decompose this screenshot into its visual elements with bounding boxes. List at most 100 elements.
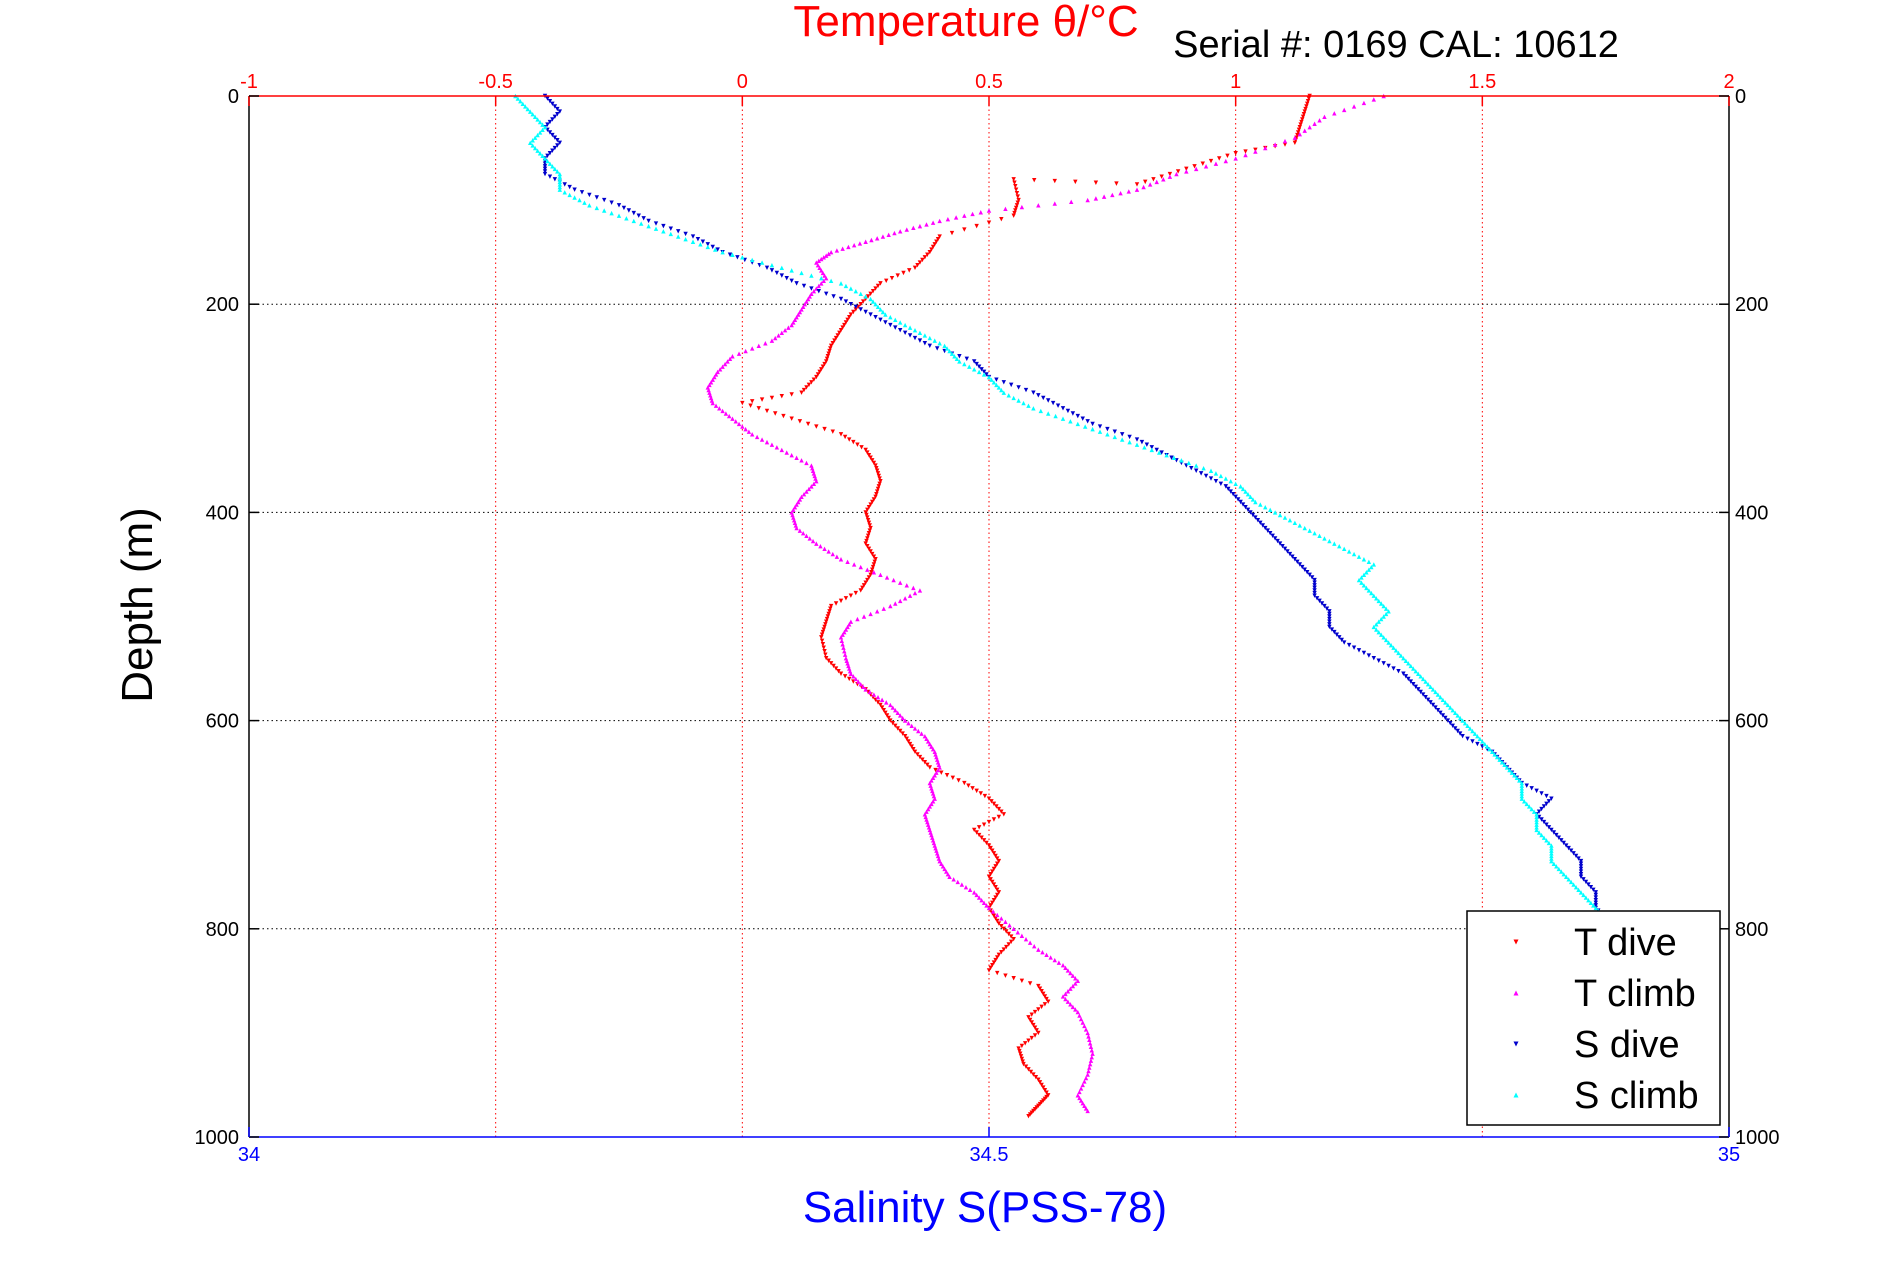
- data-point: [1127, 434, 1132, 440]
- data-point: [1302, 525, 1307, 531]
- data-point: [875, 700, 881, 705]
- data-point: [858, 307, 863, 312]
- data-point: [1134, 442, 1140, 447]
- data-point: [821, 645, 826, 650]
- data-point: [895, 273, 900, 278]
- data-point: [720, 249, 725, 255]
- data-point: [1120, 437, 1125, 442]
- data-point: [840, 325, 845, 330]
- data-point: [828, 278, 834, 283]
- data-point: [1270, 533, 1275, 539]
- data-point: [1455, 728, 1460, 734]
- data-point: [838, 635, 844, 640]
- data-point: [1050, 400, 1056, 406]
- data-point: [871, 570, 877, 575]
- data-point: [962, 227, 967, 232]
- data-point: [934, 239, 939, 244]
- data-point: [1032, 1033, 1038, 1038]
- data-point: [898, 580, 903, 585]
- data-point: [1578, 858, 1584, 864]
- data-point: [567, 192, 572, 198]
- data-point: [1581, 892, 1586, 898]
- data-point: [866, 520, 872, 526]
- data-point: [1546, 825, 1552, 830]
- data-point: [847, 676, 852, 682]
- data-point: [594, 195, 599, 200]
- data-point: [1225, 153, 1230, 159]
- data-point: [1044, 952, 1049, 958]
- data-point: [898, 728, 903, 734]
- data-point: [996, 858, 1002, 864]
- data-point: [1406, 676, 1411, 682]
- data-point: [740, 424, 745, 429]
- data-point: [1297, 131, 1302, 137]
- data-point: [715, 369, 720, 375]
- data-point: [861, 684, 866, 689]
- data-point: [1083, 1106, 1089, 1111]
- data-point: [979, 367, 984, 372]
- data-point: [769, 268, 775, 273]
- data-point: [937, 765, 942, 770]
- data-point: [927, 249, 932, 255]
- data-point: [1208, 468, 1214, 473]
- data-point: [1472, 731, 1478, 736]
- data-point: [794, 502, 799, 507]
- data-point: [865, 450, 870, 455]
- data-point: [1534, 822, 1539, 827]
- data-point: [1243, 149, 1248, 154]
- bottom-tick-label: 34: [238, 1144, 260, 1166]
- data-point: [863, 239, 868, 244]
- data-point: [710, 377, 715, 382]
- data-point: [825, 354, 831, 359]
- data-point: [898, 713, 903, 718]
- data-point: [1090, 1051, 1095, 1056]
- data-point: [1089, 1054, 1094, 1060]
- data-point: [1238, 499, 1243, 505]
- data-point: [1164, 452, 1169, 458]
- data-point: [1453, 710, 1458, 715]
- data-point: [801, 387, 807, 393]
- data-point: [1448, 721, 1453, 726]
- data-point: [828, 346, 833, 351]
- data-point: [786, 325, 791, 330]
- data-point: [1317, 533, 1322, 539]
- data-point: [789, 268, 794, 273]
- data-point: [616, 203, 622, 208]
- data-point: [996, 385, 1002, 390]
- data-point: [1243, 504, 1248, 510]
- data-point: [866, 452, 872, 458]
- data-point: [1371, 593, 1376, 598]
- data-point: [911, 225, 916, 231]
- data-point: [1287, 518, 1293, 523]
- data-point: [1147, 182, 1153, 187]
- data-point: [1032, 943, 1037, 949]
- data-point: [805, 421, 811, 427]
- data-point: [826, 549, 831, 554]
- data-point: [1475, 741, 1480, 747]
- data-point: [870, 458, 875, 463]
- data-point: [917, 260, 923, 265]
- data-point: [631, 210, 636, 216]
- data-point: [861, 583, 867, 588]
- data-point: [870, 551, 875, 557]
- data-point: [976, 369, 982, 375]
- data-point: [972, 367, 977, 372]
- data-point: [557, 187, 562, 192]
- data-point: [909, 744, 914, 749]
- data-point: [827, 609, 832, 614]
- data-point: [1440, 697, 1446, 702]
- data-point: [838, 557, 844, 562]
- data-point: [842, 434, 848, 440]
- data-point: [759, 437, 765, 442]
- data-point: [991, 866, 997, 872]
- data-point: [1027, 1017, 1033, 1023]
- data-point: [1080, 416, 1085, 421]
- data-point: [1009, 939, 1014, 945]
- data-point: [804, 533, 809, 539]
- data-point: [1379, 601, 1384, 606]
- data-point: [853, 288, 858, 294]
- data-point: [868, 312, 873, 317]
- data-point: [1013, 205, 1019, 211]
- data-point: [537, 119, 543, 125]
- data-point: [727, 356, 733, 362]
